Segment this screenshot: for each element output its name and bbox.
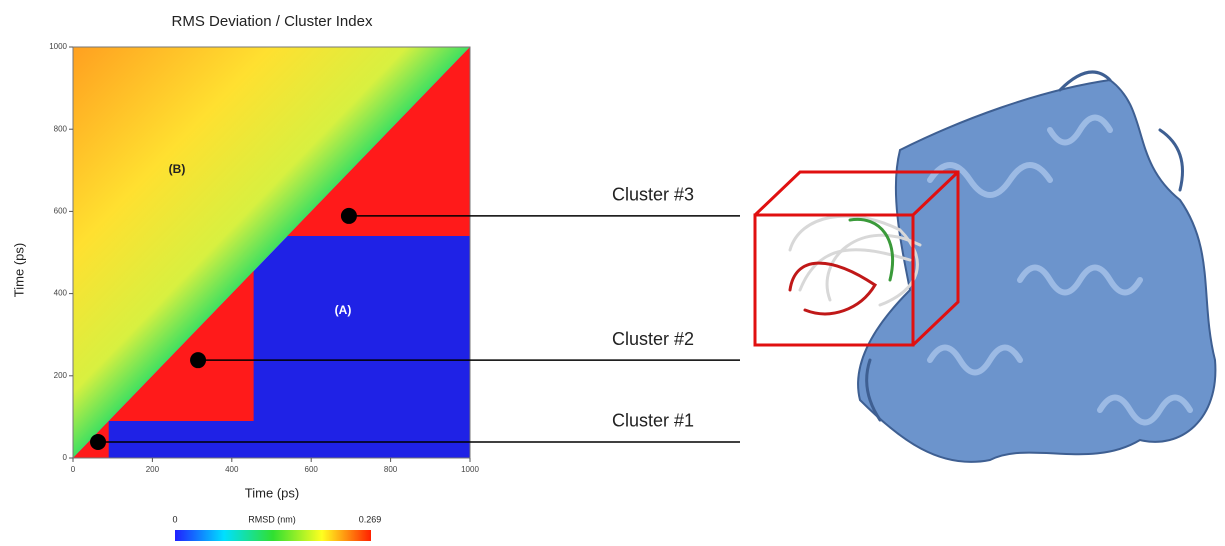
y-tick-label: 1000 [49, 42, 67, 51]
y-axis-label: Time (ps) [11, 243, 26, 297]
figure: RMS Deviation / Cluster Index Time (ps) … [0, 0, 1225, 541]
y-tick-label: 400 [54, 289, 68, 298]
cluster-label: Cluster #3 [612, 185, 694, 205]
cluster-marker [90, 434, 106, 450]
protein [755, 72, 1215, 462]
colorbar [175, 530, 371, 541]
region-label: (A) [335, 303, 352, 317]
cluster-label: Cluster #1 [612, 411, 694, 431]
cluster-marker [341, 208, 357, 224]
x-axis-label: Time (ps) [245, 485, 299, 500]
cluster-label: Cluster #2 [612, 329, 694, 349]
x-tick-label: 1000 [461, 465, 479, 474]
colorbar-label: RMSD (nm) [248, 514, 296, 524]
y-tick-label: 800 [54, 124, 68, 133]
colorbar-max: 0.269 [359, 514, 382, 524]
x-tick-label: 0 [71, 465, 76, 474]
x-tick-label: 400 [225, 465, 239, 474]
cluster-marker [190, 352, 206, 368]
y-tick-label: 600 [54, 207, 68, 216]
x-tick-label: 200 [146, 465, 160, 474]
y-tick-label: 200 [54, 371, 68, 380]
plot [73, 47, 470, 458]
region-label: (B) [169, 162, 186, 176]
x-tick-label: 600 [305, 465, 319, 474]
colorbar-min: 0 [172, 514, 177, 524]
x-tick-label: 800 [384, 465, 398, 474]
chart-title: RMS Deviation / Cluster Index [172, 13, 373, 30]
y-tick-label: 0 [63, 453, 68, 462]
